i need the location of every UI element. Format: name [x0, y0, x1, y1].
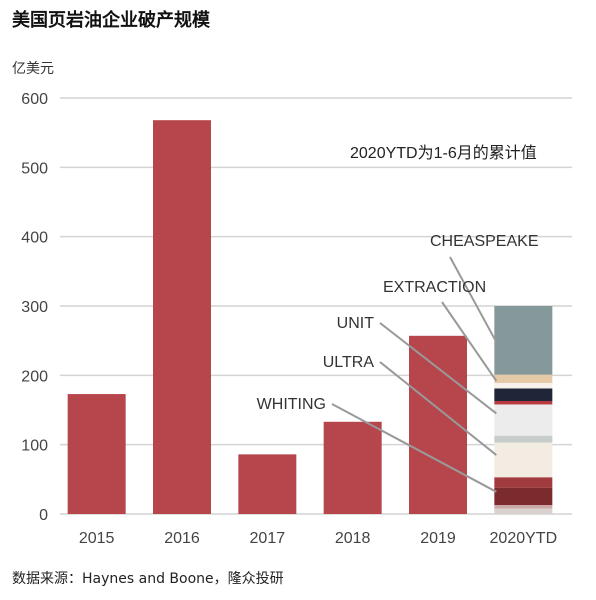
chart-title: 美国页岩油企业破产规模	[12, 10, 210, 31]
chart-note: 2020YTD为1-6月的累计值	[350, 144, 537, 162]
stack-segment-8	[494, 400, 553, 405]
leader-line	[379, 322, 497, 415]
bar-2017	[238, 454, 297, 514]
x-tick-label: 2016	[164, 530, 200, 547]
x-tick-label: 2019	[420, 530, 456, 547]
annotation-label-ultra: ULTRA	[323, 354, 375, 371]
y-tick-label: 0	[39, 507, 48, 524]
y-tick-label: 300	[21, 299, 48, 316]
leader-line	[441, 301, 498, 382]
stack-segment-12	[494, 306, 553, 375]
x-tick-label: 2018	[335, 530, 371, 547]
bar-2018	[323, 421, 382, 514]
leader-line	[379, 361, 497, 456]
bar-2015	[67, 394, 126, 514]
y-tick-label: 500	[21, 160, 48, 177]
y-tick-label: 400	[21, 230, 48, 247]
stack-segment-4	[494, 477, 553, 488]
stack-segment-10	[494, 382, 553, 389]
stack-segment-6	[494, 435, 553, 443]
y-tick-label: 100	[21, 438, 48, 455]
annotation-label-whiting: WHITING	[257, 396, 326, 413]
stack-segment-7	[494, 404, 553, 436]
stack-segment-3	[494, 487, 553, 505]
stack-segment-1	[494, 508, 553, 514]
stack-segment-11	[494, 374, 553, 383]
stack-segment-5	[494, 442, 553, 478]
bar-2016	[153, 120, 211, 514]
stack-segment-9	[494, 388, 553, 401]
bar-chart: 0 100 200 300 400 500 600 2015 2016 2017 2018 2019 2…	[21, 91, 572, 547]
annotation-label-cheaspeake: CHEASPEAKE	[430, 233, 538, 250]
leader-line	[449, 256, 498, 343]
y-axis-unit-label: 亿美元	[12, 61, 54, 77]
x-tick-label: 2020YTD	[490, 530, 558, 547]
y-tick-label: 200	[21, 368, 48, 385]
x-tick-label: 2015	[79, 530, 115, 547]
annotation-label-extraction: EXTRACTION	[383, 279, 486, 296]
y-tick-label: 600	[21, 91, 48, 108]
x-tick-label: 2017	[250, 530, 286, 547]
annotation-label-unit: UNIT	[337, 315, 375, 332]
stack-segment-2	[494, 504, 553, 509]
leader-line	[331, 403, 497, 493]
data-source-label: 数据来源：Haynes and Boone，隆众投研	[12, 571, 284, 587]
